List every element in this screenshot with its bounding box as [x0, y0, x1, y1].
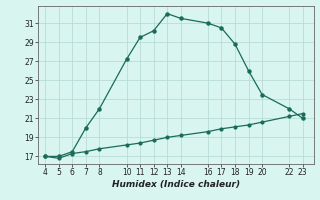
X-axis label: Humidex (Indice chaleur): Humidex (Indice chaleur): [112, 180, 240, 189]
